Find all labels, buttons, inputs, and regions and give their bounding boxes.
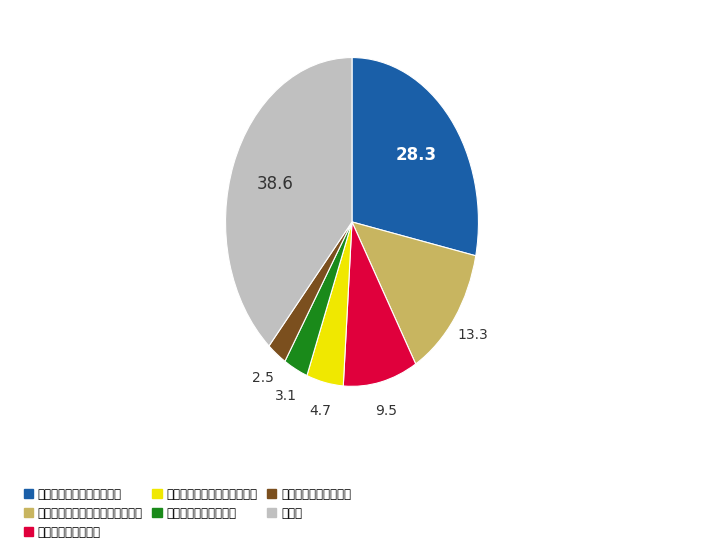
Text: 2.5: 2.5	[252, 371, 274, 385]
Text: 4.7: 4.7	[309, 404, 331, 418]
Wedge shape	[269, 222, 352, 361]
Wedge shape	[285, 222, 352, 375]
Wedge shape	[352, 222, 476, 364]
Wedge shape	[307, 222, 352, 386]
Legend: パスコ超熟（敷島製パン）, ロイヤルブレッド（山崎製パン）, 本仕込（フジパン）, ダブルソフト（山崎製パン）, パスコ（敷島製パン）, 超芳醚（山崎製パン）,: パスコ超熟（敷島製パン）, ロイヤルブレッド（山崎製パン）, 本仕込（フジパン）…	[20, 484, 354, 542]
Wedge shape	[344, 222, 415, 386]
Wedge shape	[225, 58, 352, 346]
Wedge shape	[352, 58, 479, 256]
Text: 38.6: 38.6	[256, 175, 294, 193]
Text: 3.1: 3.1	[275, 389, 296, 403]
Text: 9.5: 9.5	[375, 404, 397, 418]
Text: 28.3: 28.3	[395, 146, 436, 164]
Text: 13.3: 13.3	[458, 328, 489, 342]
